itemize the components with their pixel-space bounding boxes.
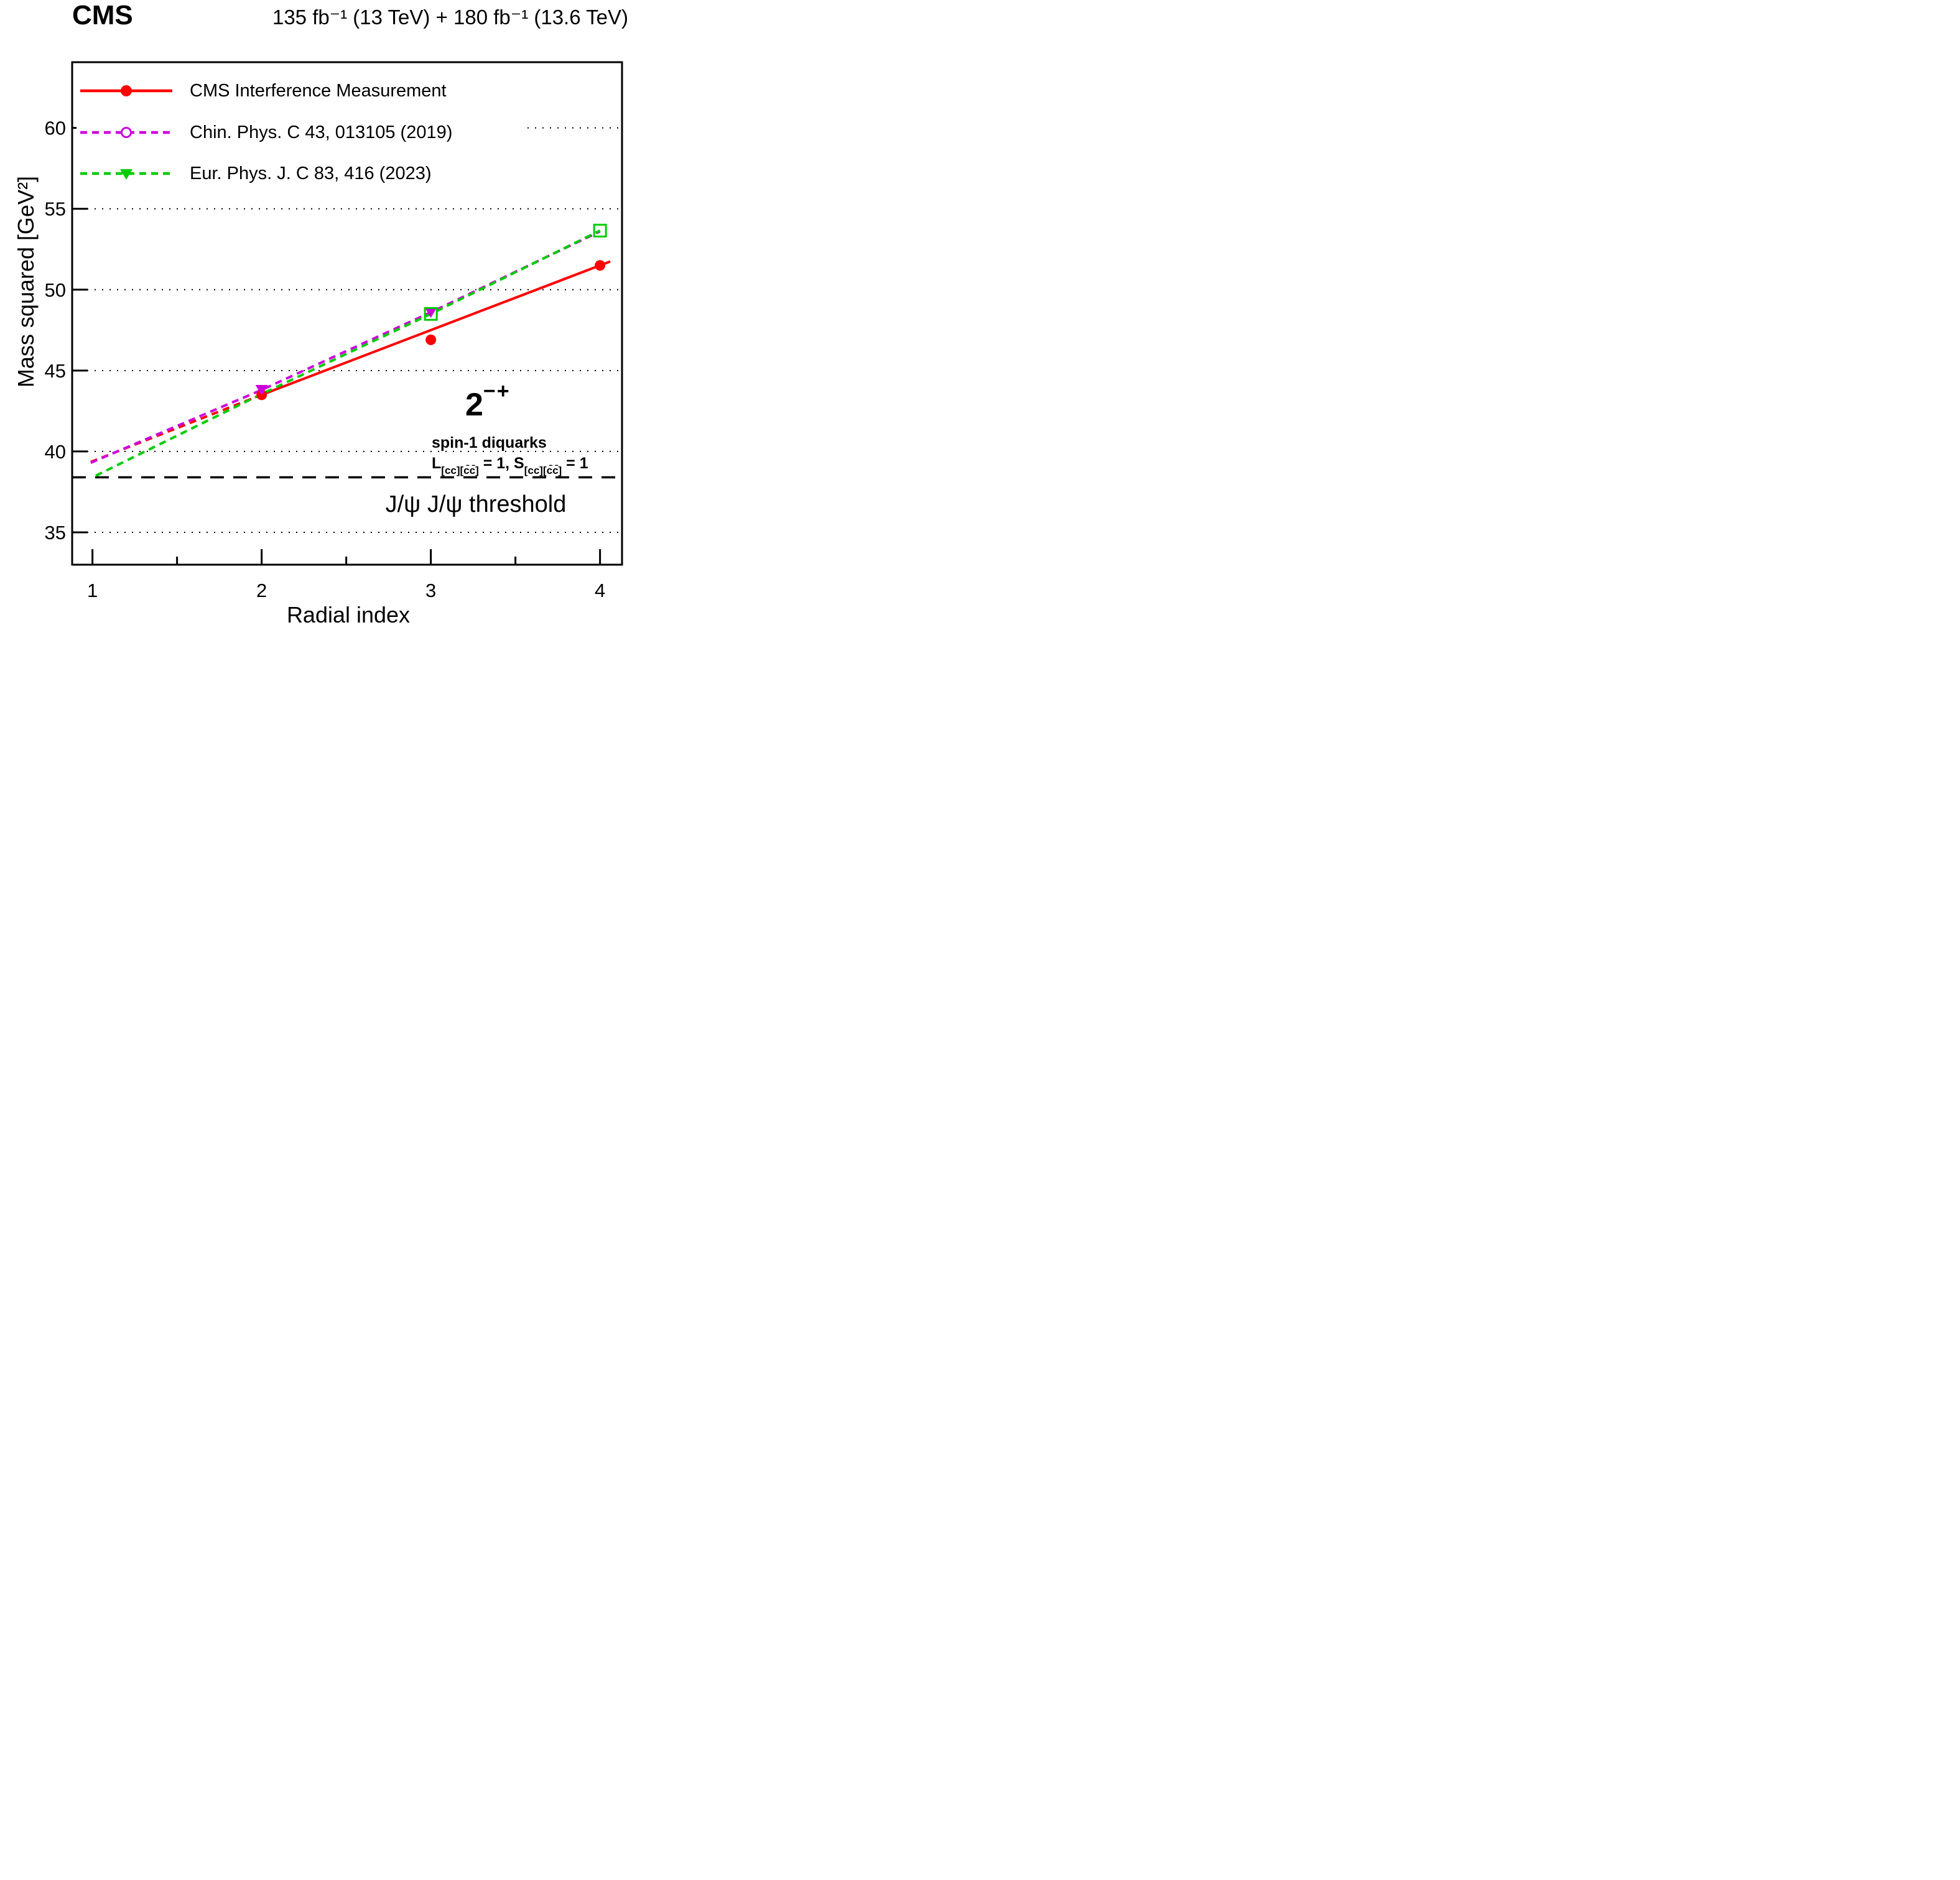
experiment-label: CMS (72, 0, 133, 30)
legend-label-eur-phys: Eur. Phys. J. C 83, 416 (2023) (190, 163, 432, 183)
luminosity-label: 135 fb⁻¹ (13 TeV) + 180 fb⁻¹ (13.6 TeV) (272, 6, 628, 29)
threshold-label: J/ψ J/ψ threshold (385, 491, 567, 517)
x-tick-label-4: 4 (595, 580, 605, 601)
plot-area: 1 2 3 4 35 40 45 50 55 60 (45, 61, 623, 601)
jpc-superscript: −+ (483, 379, 511, 403)
ls-mid: = 1, (478, 455, 514, 472)
legend-marker-eur-phys-icon (77, 163, 176, 184)
ls-s: S (514, 455, 524, 472)
series-0-line (261, 260, 611, 396)
jpc-annotation: 2−+ (465, 381, 511, 421)
y-tick-label-35: 35 (45, 522, 66, 544)
x-axis-title: Radial index (286, 602, 411, 627)
series-1-line (90, 230, 601, 464)
ls-end: = 1 (562, 455, 588, 472)
y-tick-label-50: 50 (45, 279, 66, 301)
legend-item-cms: CMS Interference Measurement (77, 78, 447, 103)
legend-marker-chin-phys-icon (77, 122, 176, 143)
series-2-marker-x3 (424, 307, 438, 321)
plot-header: CMS 135 fb⁻¹ (13 TeV) + 180 fb⁻¹ (13.6 T… (72, 0, 628, 41)
legend: CMS Interference Measurement Chin. Phys.… (77, 65, 527, 199)
quantum-numbers-annotation: L[cc][c̄c̄] = 1, S[cc][c̄c̄] = 1 (432, 455, 588, 477)
legend-label-cms: CMS Interference Measurement (190, 80, 447, 101)
series-1-marker-x2 (255, 385, 268, 396)
y-tick-label-45: 45 (45, 360, 66, 382)
jpc-base: 2 (465, 387, 483, 423)
x-tick-label-3: 3 (425, 580, 436, 601)
y-tick-label-40: 40 (45, 441, 66, 463)
ls-s-subscript: [cc][c̄c̄] (524, 465, 562, 476)
legend-item-eur-phys: Eur. Phys. J. C 83, 416 (2023) (77, 161, 431, 186)
series-0-marker-x3 (425, 334, 437, 345)
series-1-marker-x3 (424, 307, 437, 318)
cms-mass-squared-chart: 1 2 3 4 35 40 45 50 55 60 CMS 135 fb⁻¹ (13 TeV) +… (0, 0, 653, 627)
series-2-marker-x4 (593, 223, 607, 238)
series-2-line (95, 229, 601, 477)
x-tick-label-2: 2 (256, 580, 267, 601)
legend-item-chin-phys: Chin. Phys. C 43, 013105 (2019) (77, 120, 452, 145)
y-tick-label-60: 60 (45, 118, 66, 139)
ls-l-subscript: [cc][c̄c̄] (441, 465, 479, 476)
y-axis-title: Mass squared [GeV²] (13, 175, 39, 388)
legend-marker-cms-icon (77, 80, 176, 101)
x-tick-label-1: 1 (87, 580, 98, 601)
spin-annotation: spin-1 diquarks (432, 434, 547, 451)
series-0-marker-x4 (595, 260, 606, 271)
ls-l: L (432, 455, 442, 472)
legend-label-chin-phys: Chin. Phys. C 43, 013105 (2019) (190, 122, 453, 142)
y-tick-label-55: 55 (45, 198, 66, 220)
